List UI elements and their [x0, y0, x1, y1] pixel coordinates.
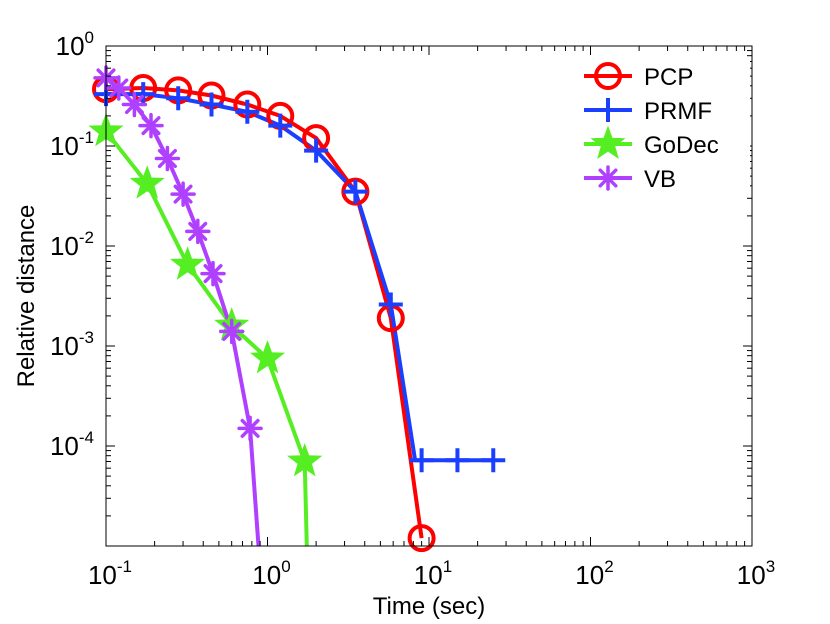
- data-point-godec: [129, 165, 165, 199]
- x-tick-base: 100: [252, 557, 290, 590]
- data-point-prmf: [445, 448, 470, 473]
- y-tick-exponent: -3: [79, 328, 94, 347]
- y-tick-label: 10-3: [50, 328, 94, 361]
- x-tick-exponent: 1: [443, 557, 452, 576]
- x-tick-label: 103: [737, 557, 775, 590]
- x-tick-base: 103: [737, 557, 775, 590]
- data-point-prmf: [343, 179, 368, 204]
- legend-label-godec: GoDec: [644, 132, 719, 159]
- y-tick-label: 100: [56, 28, 94, 61]
- legend-marker-vb: [595, 165, 621, 191]
- legend-label-pcp: PCP: [644, 64, 693, 91]
- data-point-prmf: [378, 292, 403, 317]
- data-point-prmf: [268, 113, 293, 138]
- y-tick-base-text: 10: [50, 331, 79, 361]
- data-point-vb: [185, 218, 211, 245]
- series-line-godec: [106, 130, 309, 546]
- legend-marker-godec: [590, 125, 626, 159]
- data-point-godec: [249, 340, 286, 374]
- series-line-pcp: [106, 86, 424, 539]
- data-point-prmf: [166, 86, 191, 111]
- y-tick-base: 10-2: [50, 228, 94, 261]
- data-point-vb: [237, 415, 263, 442]
- legend-item-prmf: PRMF: [584, 98, 712, 125]
- data-point-prmf: [199, 92, 224, 117]
- x-axis-title: Time (sec): [373, 593, 485, 620]
- series-layer: [106, 76, 494, 546]
- x-tick-label: 102: [575, 557, 613, 590]
- x-tick-exponent: -1: [117, 557, 132, 576]
- legend-item-pcp: PCP: [584, 62, 693, 91]
- data-point-godec: [170, 246, 206, 280]
- x-tick-base-text: 10: [575, 560, 604, 590]
- x-tick-exponent: 3: [766, 557, 775, 576]
- x-tick-exponent: 2: [604, 557, 613, 576]
- y-tick-base-text: 10: [50, 131, 79, 161]
- y-tick-label: 10-4: [50, 428, 94, 461]
- y-tick-label: 10-1: [50, 128, 94, 161]
- legend-marker-pcp: [594, 62, 622, 90]
- data-point-vb: [106, 75, 132, 101]
- data-point-prmf: [481, 448, 506, 473]
- data-point-prmf: [304, 138, 329, 163]
- y-tick-exponent: 0: [85, 28, 94, 47]
- data-point-pcp: [407, 524, 436, 553]
- legend-marker-prmf: [596, 98, 620, 122]
- x-tick-base-text: 10: [737, 560, 766, 590]
- legend-label-vb: VB: [644, 166, 676, 193]
- y-tick-label: 10-2: [50, 228, 94, 261]
- y-tick-exponent: -2: [79, 228, 94, 247]
- series-line-vb: [106, 76, 261, 546]
- x-tick-label: 10-1: [88, 557, 132, 590]
- x-tick-base-text: 10: [414, 560, 443, 590]
- legend: PCP PRMF GoDec VB: [578, 58, 750, 196]
- y-tick-base: 10-1: [50, 128, 94, 161]
- data-point-vb: [170, 181, 196, 207]
- y-tick-exponent: -4: [79, 428, 94, 447]
- x-tick-base-text: 10: [252, 560, 281, 590]
- y-tick-base-text: 10: [56, 31, 85, 61]
- y-tick-base-text: 10: [50, 231, 79, 261]
- x-tick-base-text: 10: [88, 560, 117, 590]
- data-point-godec: [287, 443, 323, 477]
- y-tick-base: 10-4: [50, 428, 94, 461]
- x-tick-base: 10-1: [88, 557, 132, 590]
- y-tick-base-text: 10: [50, 431, 79, 461]
- data-point-vb: [218, 318, 245, 345]
- legend-item-godec: GoDec: [584, 125, 719, 159]
- data-point-vb: [121, 91, 148, 118]
- x-tick-base: 102: [575, 557, 613, 590]
- x-tick-base: 101: [414, 557, 452, 590]
- y-tick-exponent: -1: [79, 128, 94, 147]
- data-point-vb: [200, 260, 226, 287]
- x-tick-label: 101: [414, 557, 452, 590]
- x-tick-label: 100: [252, 557, 290, 590]
- y-axis-title: Relative distance: [13, 205, 40, 388]
- y-tick-base: 100: [56, 28, 94, 61]
- data-point-prmf: [235, 99, 260, 124]
- data-point-vb: [138, 112, 164, 139]
- x-tick-exponent: 0: [281, 557, 290, 576]
- y-tick-base: 10-3: [50, 328, 94, 361]
- legend-item-vb: VB: [584, 165, 676, 193]
- data-point-prmf: [409, 448, 434, 473]
- data-point-vb: [154, 145, 181, 172]
- legend-label-prmf: PRMF: [644, 98, 712, 125]
